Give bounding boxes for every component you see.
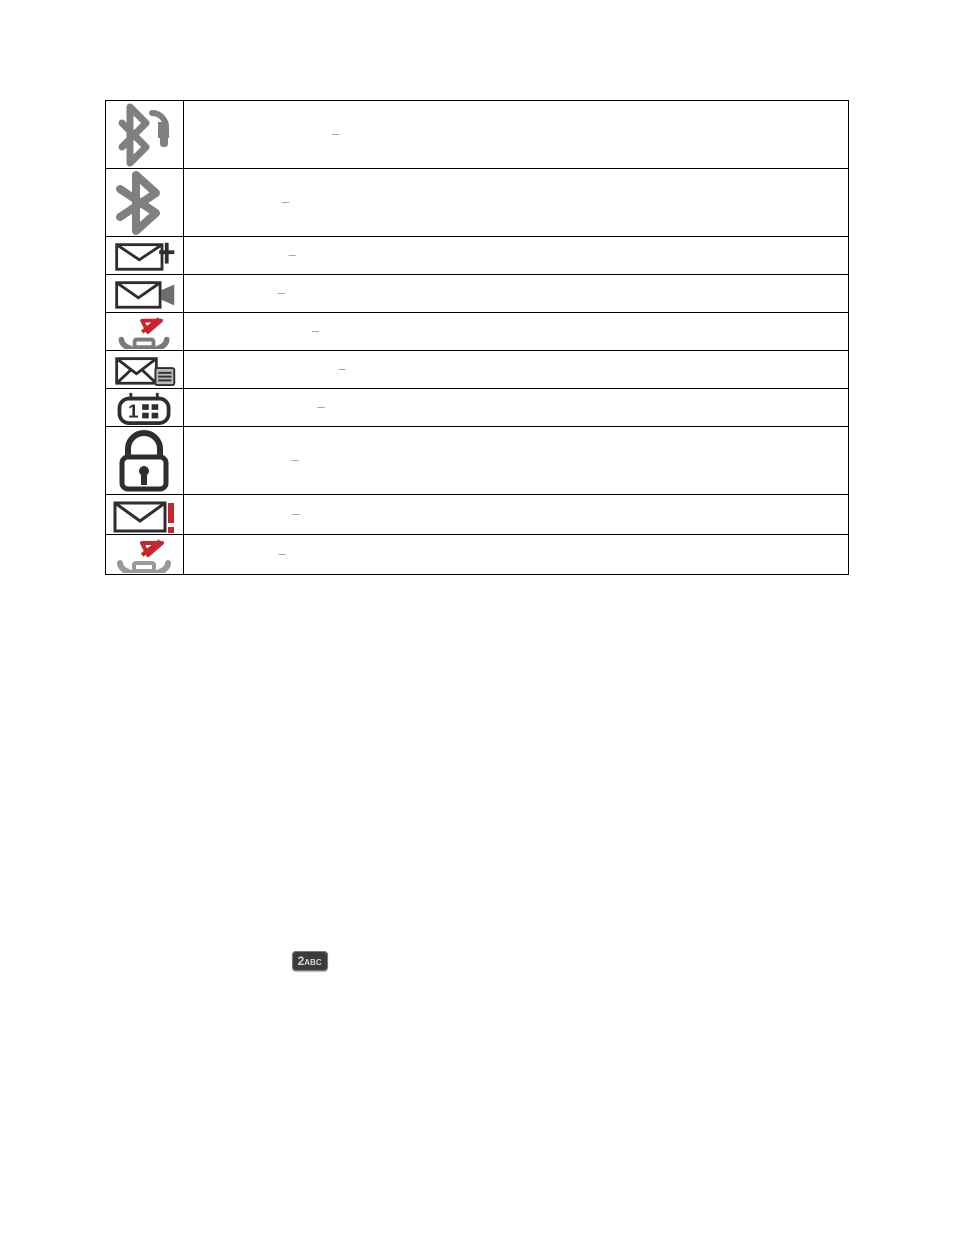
voice-message-icon [112,277,178,311]
label-before: New multimedia message [184,361,333,376]
method-heading: Text entry modes [105,751,849,774]
multitap-p1: 1. Press a key once for the first letter… [105,845,849,888]
dash-separator: – [312,399,330,414]
multimedia-message-icon [112,353,178,387]
dash-separator: – [283,247,301,262]
text-entry-heading: Text Entry [105,611,849,642]
label-before: Emergency designee [184,323,306,338]
label-before: Voice message [184,285,272,300]
description-cell: Bluetooth active – Bluetooth wireless te… [184,169,849,237]
bluetooth-headset-icon [112,103,178,167]
table-row: Bluetooth headset active – Bluetooth wir… [106,101,849,169]
description-cell: Message not sent – message did not send. [184,495,849,535]
label-after: you have an unread message. [301,247,476,262]
emergency-designee-icon [112,315,178,349]
label-after: you have a new multimedia message. [351,361,569,376]
multitap-heading: Entering text using multi-tap [105,816,849,839]
label-before: Unread message [184,247,283,262]
multitap-p3-after: once for "a," twice for "b," [331,952,489,968]
dash-separator: – [333,361,351,376]
emergency-call-icon [112,537,178,573]
bluetooth-icon-cell [106,169,184,237]
table-row: Phone lock active – phone is locked. [106,427,849,495]
label-after: message did not send. [305,506,436,521]
label-after: phone is a designated emergency contact. [325,323,569,338]
appointment-icon [112,391,178,425]
description-cell: Appointment reminder – you have an upcom… [184,389,849,427]
label-after: phone is making an emergency call. [291,546,498,561]
label-after: you have a voice message. [291,285,449,300]
description-cell: Emergency designee – phone is a designat… [184,313,849,351]
multitap-p4: and three times for "c." [105,977,849,999]
table-row: Unread message – you have an unread mess… [106,237,849,275]
phone-lock-icon-cell [106,427,184,495]
multitap-p3: To enter the word "any" press 2ABC once … [105,950,849,972]
bluetooth-icon [112,171,178,235]
unread-message-icon [112,239,178,273]
description-cell: Emergency call – phone is making an emer… [184,535,849,575]
label-after: you have an upcoming appointment. [330,399,540,414]
label-before: Bluetooth active [184,194,277,209]
description-cell: Unread message – you have an unread mess… [184,237,849,275]
table-row: Emergency designee – phone is a designat… [106,313,849,351]
label-before: Bluetooth headset active [184,126,326,141]
dash-separator: – [286,452,304,467]
dash-separator: – [277,194,295,209]
method-para: There are five text entry modes: [105,780,849,802]
bluetooth-headset-icon-cell [106,101,184,169]
emergency-designee-icon-cell [106,313,184,351]
key-2abc-icon: 2ABC [292,951,328,971]
label-after: Bluetooth wireless headset is active. [345,126,555,141]
description-cell: Bluetooth headset active – Bluetooth wir… [184,101,849,169]
message-unsent-icon [112,497,178,533]
multitap-p2: 2. Wait for the cursor to move right and… [105,894,849,916]
multitap-note: Note: To enter a space, press #. [105,922,849,944]
table-row: Appointment reminder – you have an upcom… [106,389,849,427]
emergency-call-icon-cell [106,535,184,575]
table-row: Bluetooth active – Bluetooth wireless te… [106,169,849,237]
table-row: Message not sent – message did not send. [106,495,849,535]
label-before: Emergency call [184,546,273,561]
message-unsent-icon-cell [106,495,184,535]
icon-description-table: Bluetooth headset active – Bluetooth wir… [105,100,849,575]
text-entry-intro: You can enter letters, numbers, and symb… [105,650,849,672]
description-cell: Phone lock active – phone is locked. [184,427,849,495]
phone-lock-icon [112,429,178,493]
label-before: Message not sent [184,506,287,521]
multimedia-message-icon-cell [106,351,184,389]
table-row: Voice message – you have a voice message… [106,275,849,313]
label-before: Appointment reminder [184,399,312,414]
modes-para: The current text entry mode (and capital… [105,715,849,737]
table-row: New multimedia message – you have a new … [106,351,849,389]
modes-heading: Understanding text entry screens [105,686,849,709]
table-row: Emergency call – phone is making an emer… [106,535,849,575]
label-after: Bluetooth wireless technology is active. [295,194,521,209]
label-before: Phone lock active [184,452,286,467]
dash-separator: – [326,126,344,141]
multitap-p3-before: To enter the word "any" press [105,952,288,968]
description-cell: New multimedia message – you have a new … [184,351,849,389]
dash-separator: – [272,285,290,300]
dash-separator: – [273,546,291,561]
appointment-icon-cell [106,389,184,427]
description-cell: Voice message – you have a voice message… [184,275,849,313]
unread-message-icon-cell [106,237,184,275]
text-entry-section: Text Entry You can enter letters, number… [105,611,849,999]
label-after: phone is locked. [304,452,398,467]
dash-separator: – [306,323,324,338]
voice-message-icon-cell [106,275,184,313]
dash-separator: – [287,506,305,521]
